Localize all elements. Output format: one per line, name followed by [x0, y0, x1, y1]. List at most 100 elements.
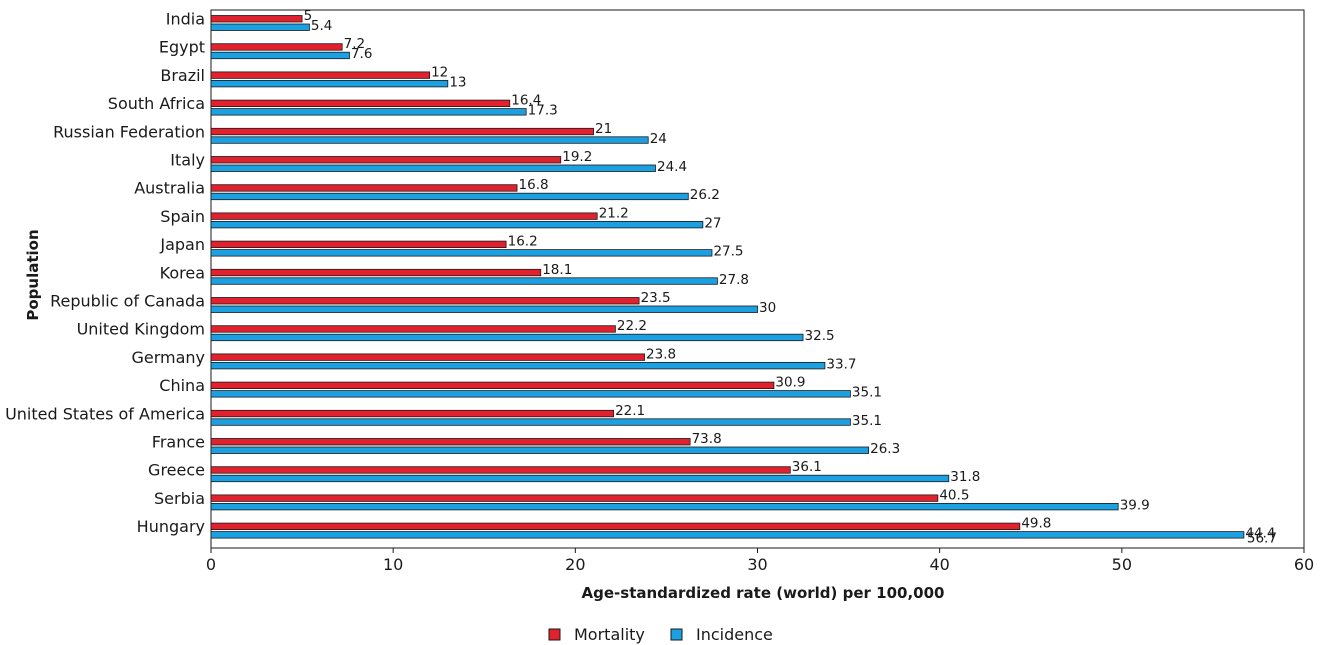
data-label-incidence-united-states-of-america: 35.1 [852, 413, 882, 429]
category-label-china: China [159, 376, 205, 395]
data-label-extra-hungary-0: 56.7 [1247, 531, 1277, 547]
category-label-greece: Greece [148, 461, 205, 480]
bar-mortality-japan [210, 240, 507, 249]
category-label-egypt: Egypt [159, 38, 205, 57]
data-label-mortality-korea: 18.1 [542, 262, 572, 278]
data-label-mortality-united-states-of-america: 22.1 [615, 403, 645, 419]
bar-incidence-united-kingdom [210, 333, 804, 342]
category-label-italy: Italy [170, 151, 205, 170]
category-label-republic-of-canada: Republic of Canada [50, 292, 205, 311]
data-label-mortality-france: 73.8 [692, 431, 722, 447]
category-label-australia: Australia [134, 179, 205, 198]
bar-incidence-united-states-of-america [210, 418, 851, 426]
bar-incidence-korea [210, 277, 718, 285]
data-label-mortality-greece: 36.1 [792, 459, 822, 475]
category-label-germany: Germany [131, 348, 205, 367]
data-label-mortality-germany: 23.8 [646, 346, 676, 362]
x-tick-label-30: 30 [747, 555, 767, 574]
data-label-incidence-china: 35.1 [852, 385, 882, 401]
bar-mortality-serbia [210, 494, 939, 502]
bar-incidence-egypt [210, 51, 350, 60]
bar-incidence-france [210, 446, 870, 454]
x-tick-label-10: 10 [383, 555, 403, 574]
data-label-incidence-republic-of-canada: 30 [759, 300, 776, 316]
data-label-incidence-egypt: 7.6 [351, 46, 372, 62]
bar-incidence-greece [210, 474, 950, 483]
data-label-mortality-republic-of-canada: 23.5 [641, 290, 671, 306]
bar-mortality-south-africa [210, 99, 511, 107]
category-label-spain: Spain [160, 207, 205, 226]
bar-incidence-republic-of-canada [210, 305, 758, 313]
category-label-south-africa: South Africa [108, 94, 205, 113]
bar-mortality-greece [210, 466, 791, 474]
data-label-mortality-australia: 16.8 [519, 177, 549, 193]
x-tick-label-0: 0 [206, 555, 216, 574]
category-label-russian-federation: Russian Federation [53, 122, 205, 141]
bar-mortality-russian-federation [210, 127, 594, 136]
category-label-united-kingdom: United Kingdom [77, 320, 205, 339]
x-tick-label-20: 20 [565, 555, 585, 574]
data-label-mortality-india: 5 [304, 8, 313, 24]
bar-mortality-egypt [210, 43, 343, 51]
category-labels: India Egypt Brazil South Africa Russian Fede… [5, 10, 205, 537]
category-label-brazil: Brazil [160, 66, 205, 85]
data-label-mortality-hungary: 49.8 [1021, 516, 1051, 532]
bar-mortality-france [210, 438, 691, 446]
bar-incidence-germany [210, 361, 826, 370]
data-label-mortality-spain: 21.2 [599, 205, 629, 221]
bar-mortality-united-states-of-america [210, 409, 614, 418]
bar-incidence-spain [210, 220, 704, 229]
bar-mortality-korea [210, 268, 542, 277]
category-label-france: France [152, 433, 205, 452]
data-label-incidence-japan: 27.5 [713, 244, 743, 260]
legend-label-incidence: Incidence [696, 625, 773, 644]
data-label-incidence-serbia: 39.9 [1120, 497, 1150, 513]
legend: Mortality Incidence [548, 625, 773, 644]
y-axis-title: Population [24, 229, 42, 320]
bar-incidence-italy [210, 164, 656, 172]
bar-incidence-india [210, 23, 310, 31]
bar-incidence-australia [210, 192, 689, 201]
x-tick-label-50: 50 [1112, 555, 1132, 574]
x-tick-label-40: 40 [929, 555, 949, 574]
bar-mortality-germany [210, 353, 645, 361]
data-label-incidence-australia: 26.2 [690, 187, 720, 203]
legend-swatch-mortality [548, 628, 561, 641]
category-label-united-states-of-america: United States of America [5, 404, 205, 423]
bar-mortality-india [210, 15, 303, 23]
data-label-incidence-spain: 27 [704, 215, 721, 231]
data-label-incidence-korea: 27.8 [719, 272, 749, 288]
data-label-mortality-italy: 19.2 [562, 149, 592, 165]
data-label-incidence-france: 26.3 [870, 441, 900, 457]
bar-mortality-australia [210, 184, 518, 192]
data-label-mortality-egypt: 7.2 [344, 36, 365, 52]
data-label-mortality-japan: 16.2 [508, 234, 538, 250]
bar-mortality-china [210, 381, 775, 390]
legend-label-mortality: Mortality [574, 625, 645, 644]
x-tick-label-60: 60 [1294, 555, 1314, 574]
bar-incidence-china [210, 390, 851, 398]
bar-mortality-united-kingdom [210, 325, 616, 333]
bar-mortality-republic-of-canada [210, 297, 640, 305]
category-label-india: India [166, 10, 205, 29]
category-label-hungary: Hungary [137, 517, 205, 536]
data-label-incidence-hungary: 44.4 [1245, 526, 1275, 542]
bar-incidence-serbia [210, 502, 1119, 511]
bar-mortality-hungary [210, 522, 1021, 530]
category-label-serbia: Serbia [154, 489, 205, 508]
data-label-incidence-russian-federation: 24 [650, 131, 667, 147]
data-label-mortality-united-kingdom: 22.2 [617, 318, 647, 334]
data-label-incidence-italy: 24.4 [657, 159, 687, 175]
bar-incidence-russian-federation [210, 136, 649, 144]
bar-mortality-spain [210, 212, 598, 220]
data-label-incidence-greece: 31.8 [950, 469, 980, 485]
bar-incidence-brazil [210, 80, 449, 88]
data-label-mortality-serbia: 40.5 [939, 487, 969, 503]
data-label-incidence-brazil: 13 [449, 74, 466, 90]
data-label-mortality-russian-federation: 21 [595, 121, 612, 137]
data-label-incidence-south-africa: 17.3 [528, 103, 558, 119]
bar-incidence-south-africa [210, 108, 527, 116]
x-axis-title: Age-standardized rate (world) per 100,00… [582, 584, 945, 602]
